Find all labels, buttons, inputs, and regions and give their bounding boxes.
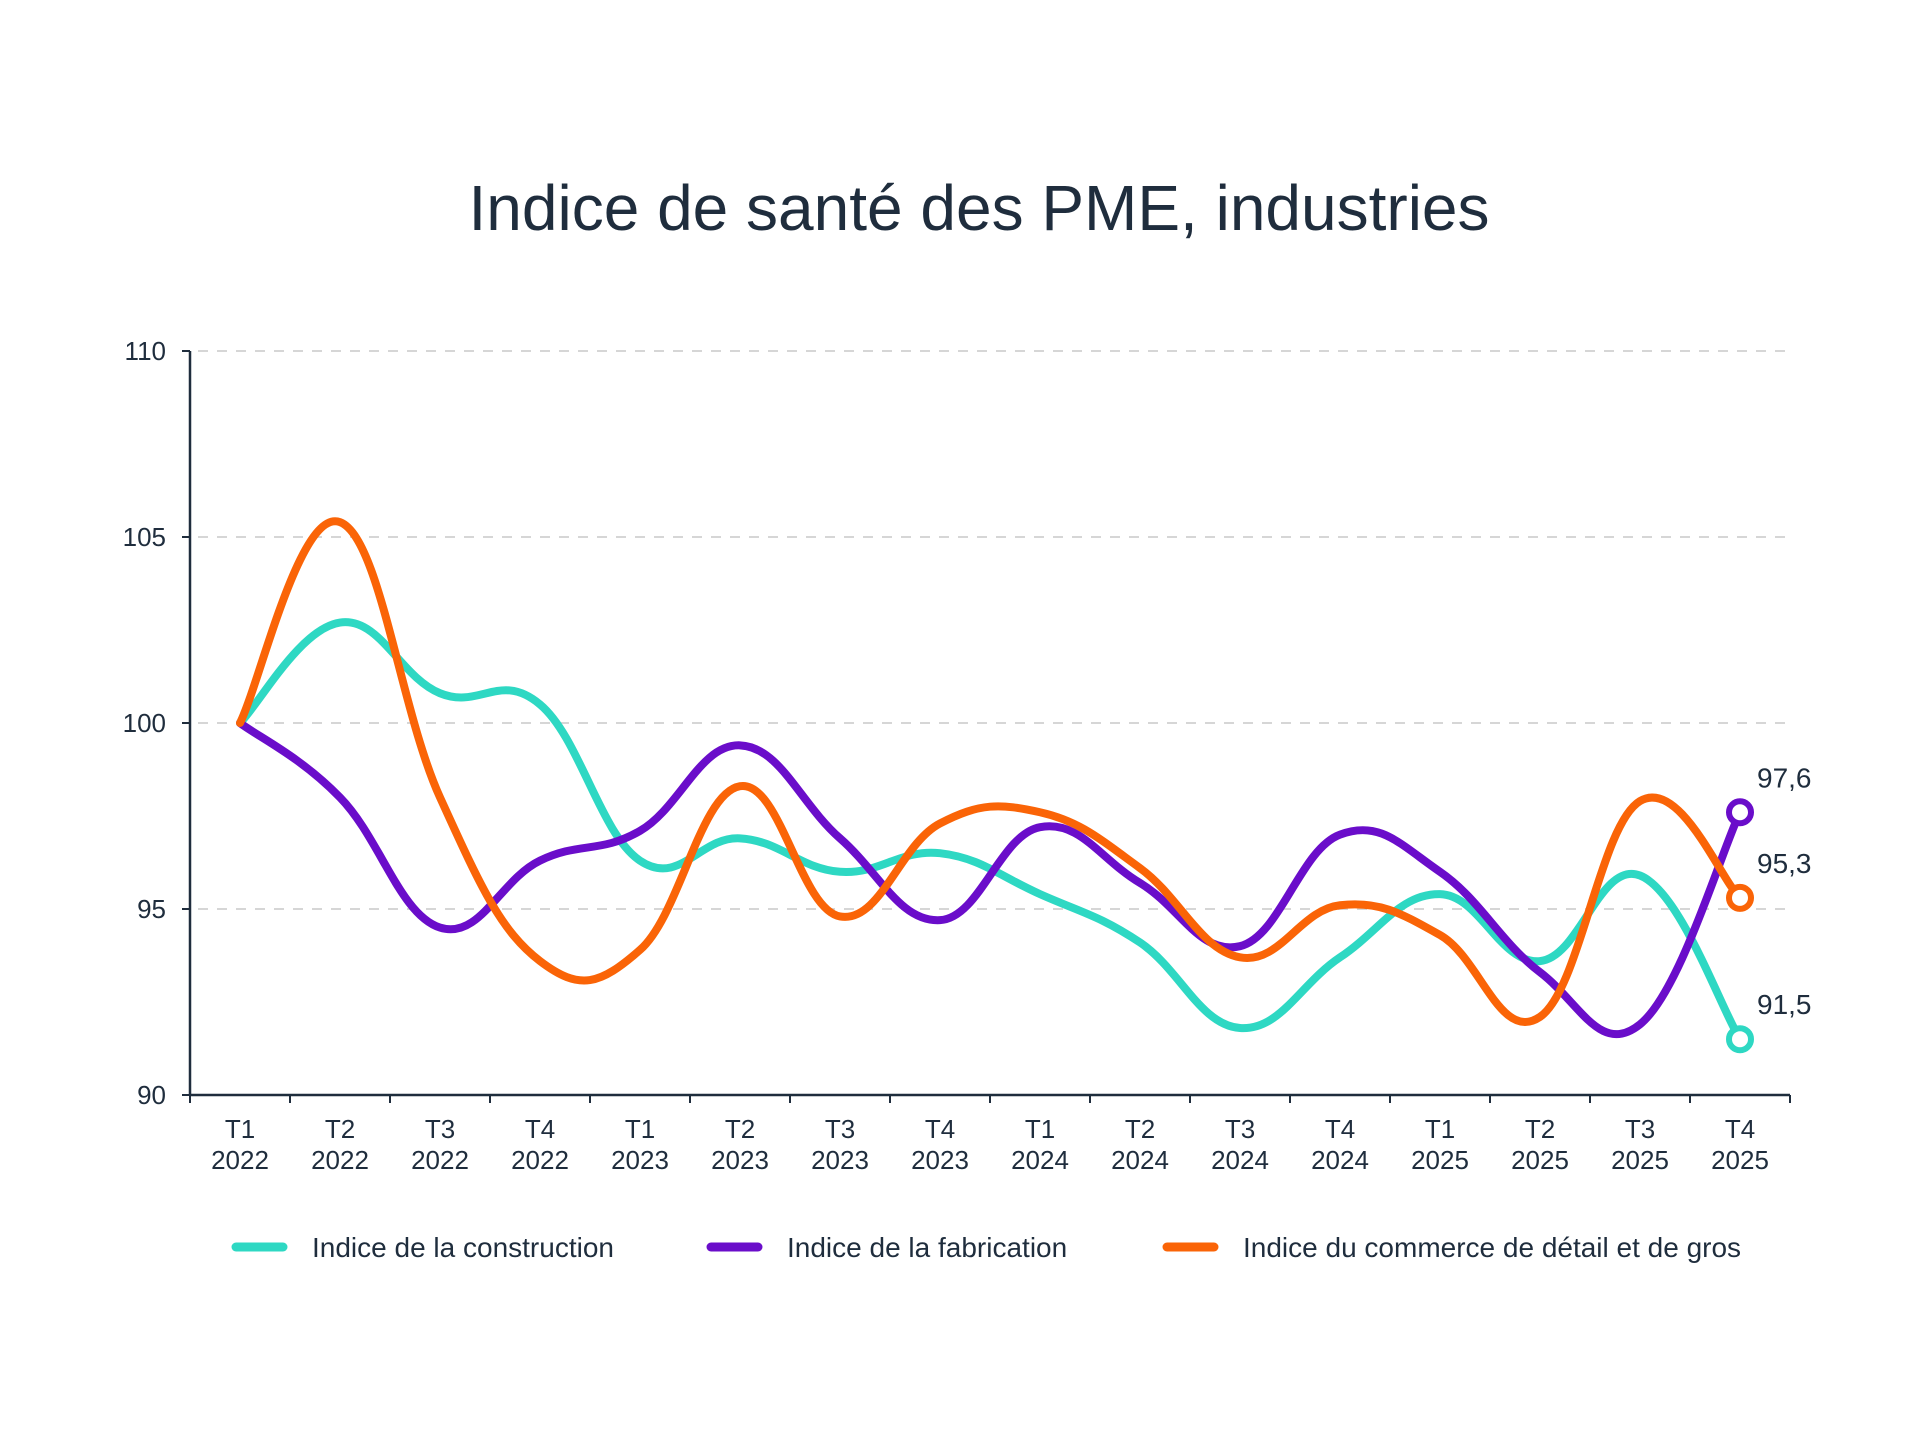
chart-title: Indice de santé des PME, industries (469, 172, 1490, 244)
x-tick-label: T3 2022 (411, 1114, 469, 1175)
legend-label: Indice de la fabrication (787, 1232, 1067, 1263)
grid-lines (198, 350, 1790, 910)
end-marker-1 (1726, 798, 1754, 827)
x-tick-label: T1 2023 (611, 1114, 669, 1175)
y-tick-label: 105 (123, 522, 166, 552)
y-tick-label: 110 (125, 336, 166, 366)
x-tick-label: T1 2022 (211, 1114, 269, 1175)
x-tick-label: T1 2025 (1411, 1114, 1469, 1175)
legend: Indice de la construction Indice de la fa… (231, 1232, 1741, 1263)
y-tick-label: 100 (123, 708, 166, 738)
end-markers: 91,5 97,6 95,3 (1726, 762, 1812, 1054)
x-tick-label: T2 2023 (711, 1114, 769, 1175)
x-tick-label: T3 2024 (1211, 1114, 1269, 1175)
x-tick-label: T4 2024 (1311, 1114, 1369, 1175)
y-tick-label: 95 (137, 894, 166, 924)
x-tick-label: T3 2023 (811, 1114, 869, 1175)
x-tick-label: T4 2025 (1711, 1114, 1769, 1175)
legend-item-0: Indice de la construction (231, 1232, 614, 1263)
series-line-2 (236, 517, 1744, 1026)
x-axis-ticks: T1 2022 T2 2022 T3 2022 T4 2022 T1 2023 T2 2023 T3 20… (189, 1095, 1791, 1175)
x-tick-label: T4 2023 (911, 1114, 969, 1175)
x-tick-label: T1 2024 (1011, 1114, 1069, 1175)
end-value-label-0: 91,5 (1757, 989, 1812, 1020)
legend-label: Indice du commerce de détail et de gros (1243, 1232, 1741, 1263)
x-tick-label: T2 2025 (1511, 1114, 1569, 1175)
series-line-1 (236, 719, 1744, 1039)
end-value-label-1: 97,6 (1757, 762, 1812, 793)
x-tick-label: T2 2022 (311, 1114, 369, 1175)
y-tick-label: 90 (137, 1080, 166, 1110)
legend-item-2: Indice du commerce de détail et de gros (1162, 1232, 1741, 1263)
end-marker-2 (1726, 883, 1754, 912)
end-marker-0 (1726, 1025, 1754, 1054)
legend-label: Indice de la construction (312, 1232, 614, 1263)
series-line-0 (236, 618, 1744, 1044)
y-axis-ticks: 90 95 100 105 110 (123, 336, 190, 1110)
x-tick-label: T4 2022 (511, 1114, 569, 1175)
x-tick-label: T3 2025 (1611, 1114, 1669, 1175)
end-value-label-2: 95,3 (1757, 848, 1812, 879)
x-tick-label: T2 2024 (1111, 1114, 1169, 1175)
series-lines (236, 517, 1744, 1044)
legend-item-1: Indice de la fabrication (706, 1232, 1067, 1263)
